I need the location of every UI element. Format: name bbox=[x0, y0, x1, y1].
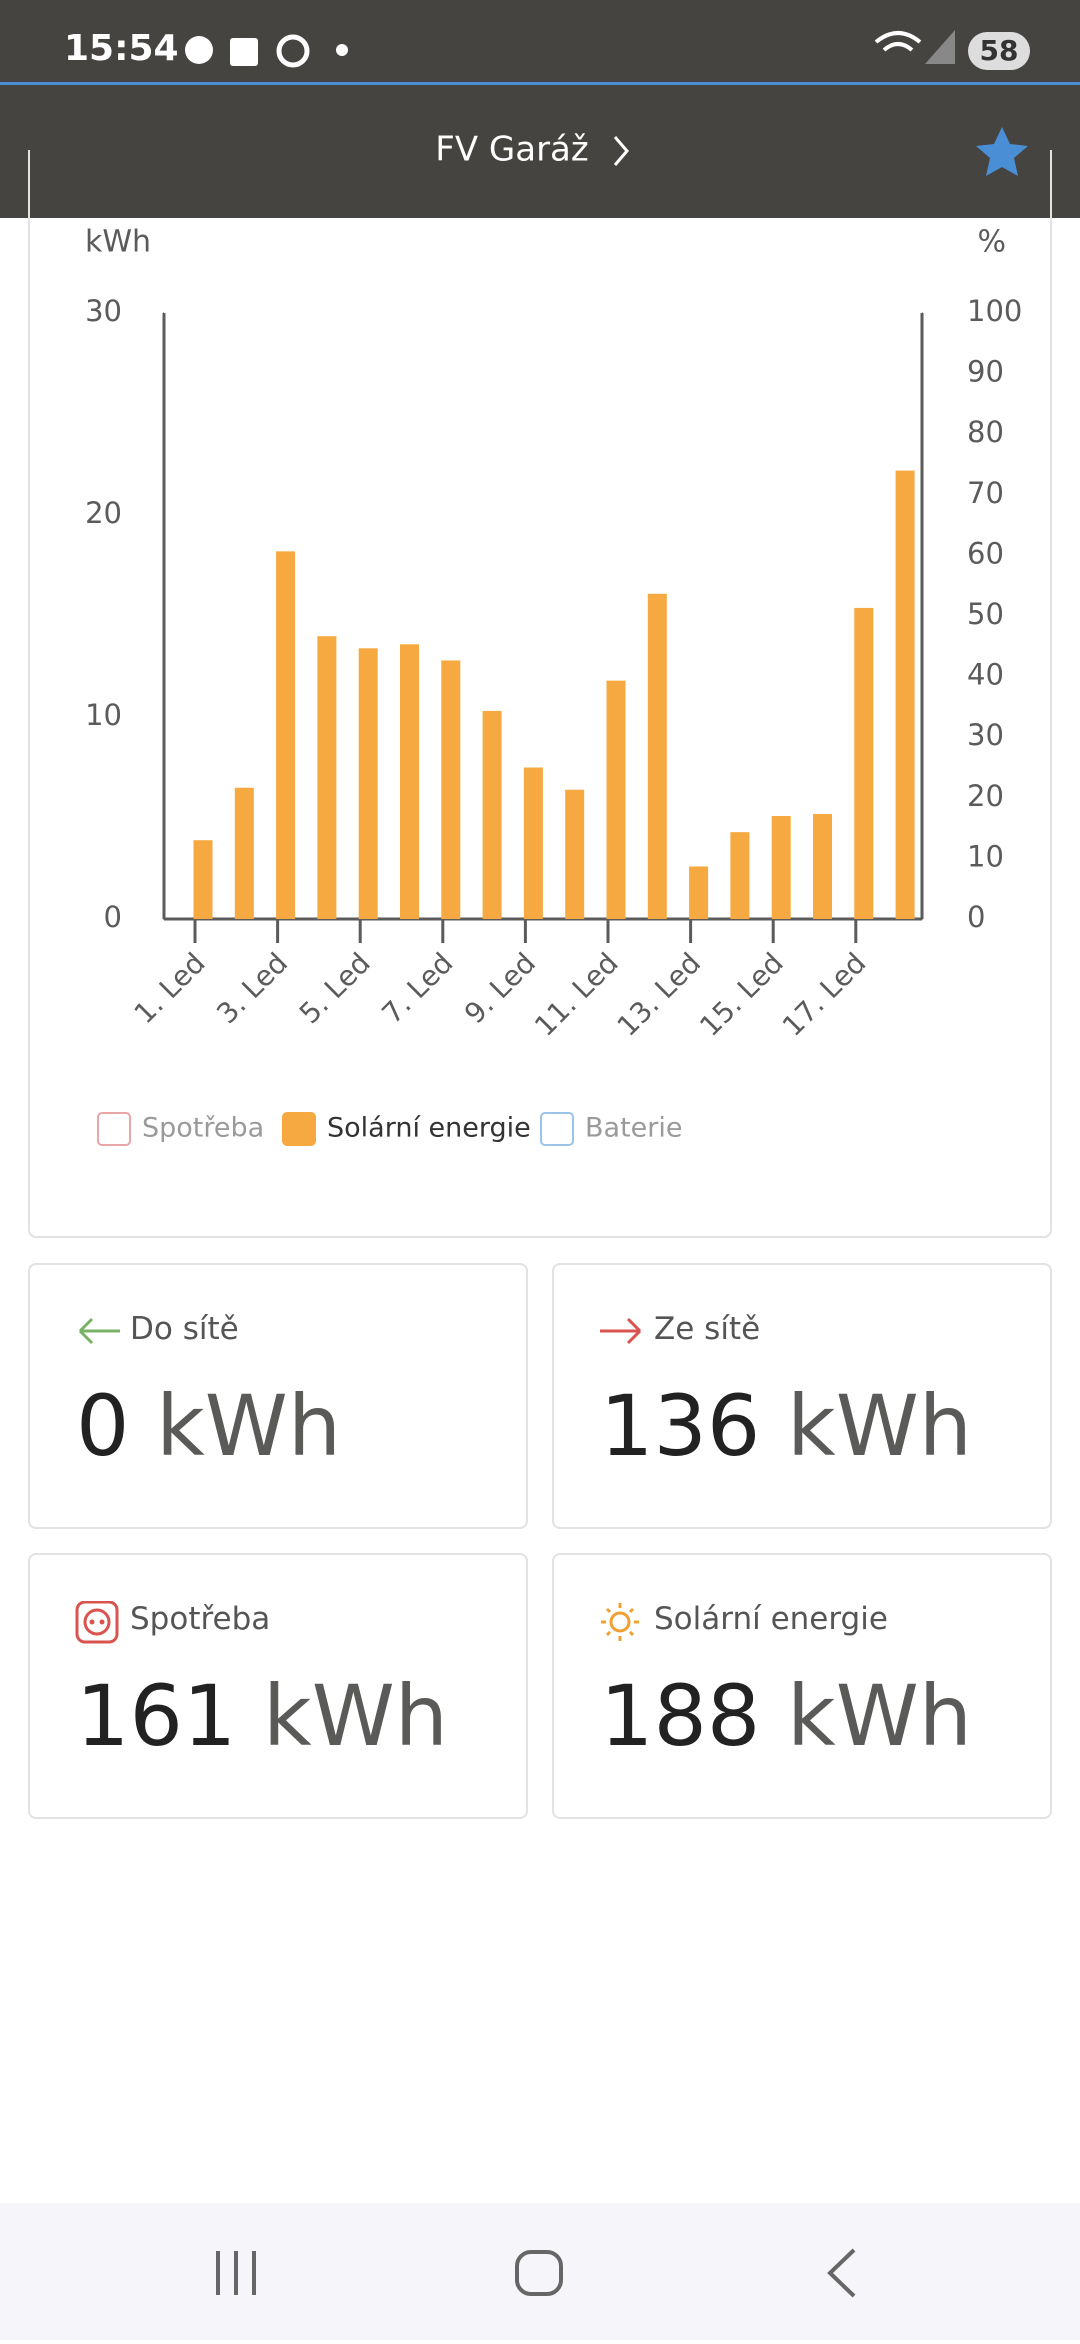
legend-label[interactable]: Solární energie bbox=[327, 1113, 531, 1144]
dot bbox=[336, 44, 348, 56]
card-value: 136 bbox=[600, 1377, 761, 1475]
favorite-star[interactable] bbox=[976, 127, 1028, 176]
app-icon bbox=[185, 36, 213, 64]
card-value: 188 bbox=[600, 1667, 761, 1765]
card-icon bbox=[601, 1603, 639, 1641]
legend-label[interactable]: Baterie bbox=[585, 1113, 682, 1144]
clock: 15:54 bbox=[64, 28, 179, 69]
summary-card: Ze sítě 136 kWh bbox=[552, 1263, 1052, 1529]
y2-tick-label: 20 bbox=[967, 779, 1004, 813]
legend-swatch[interactable] bbox=[540, 1112, 574, 1146]
card-value: 161 bbox=[76, 1667, 237, 1765]
status-icons: 15:54 58 bbox=[64, 28, 1030, 70]
app-bar-content: FV Garáž bbox=[435, 127, 1028, 176]
bar bbox=[813, 813, 832, 919]
x-tick-label: 11. Led bbox=[528, 946, 625, 1043]
card-unit: kWh bbox=[787, 1667, 972, 1765]
card-unit: kWh bbox=[156, 1377, 342, 1475]
chart-card bbox=[28, 150, 1052, 1238]
card-unit: kWh bbox=[263, 1667, 448, 1765]
bar bbox=[317, 636, 337, 919]
card-icon bbox=[75, 1601, 119, 1644]
y-tick-label: 30 bbox=[85, 294, 122, 328]
card-value-row: 161 kWh bbox=[76, 1667, 448, 1765]
bar bbox=[647, 593, 667, 919]
bar bbox=[400, 644, 419, 919]
card-label: Do sítě bbox=[130, 1311, 239, 1347]
bar bbox=[482, 710, 502, 919]
bar bbox=[895, 470, 915, 919]
y2-tick-label: 10 bbox=[967, 839, 1004, 873]
summary-card: Spotřeba 161 kWh bbox=[28, 1553, 528, 1819]
y2-tick-label: 50 bbox=[967, 597, 1004, 631]
y2-tick-label: 100 bbox=[967, 294, 1022, 328]
wifi bbox=[874, 31, 922, 52]
summary-card: Solární energie 188 kWh bbox=[552, 1553, 1052, 1819]
card-value: 0 bbox=[76, 1377, 130, 1475]
card-label: Spotřeba bbox=[130, 1601, 271, 1637]
app-bar: FV Garáž bbox=[0, 85, 1080, 218]
bar bbox=[358, 648, 378, 919]
card-value-row: 188 kWh bbox=[600, 1667, 972, 1765]
legend-swatch[interactable] bbox=[282, 1112, 316, 1146]
x-tick-label: 5. Led bbox=[293, 946, 377, 1030]
y-tick-label: 20 bbox=[85, 496, 122, 530]
app-icon bbox=[276, 34, 310, 68]
battery-level: 58 bbox=[980, 34, 1019, 67]
y2-tick-label: 30 bbox=[967, 718, 1004, 752]
card-icon bbox=[600, 1317, 642, 1345]
card-unit: kWh bbox=[787, 1377, 972, 1475]
legend-label[interactable]: Spotřeba bbox=[142, 1113, 264, 1144]
y2-tick-label: 80 bbox=[967, 415, 1004, 449]
card-icon bbox=[78, 1317, 120, 1345]
back-button[interactable] bbox=[827, 2248, 856, 2298]
bar bbox=[523, 767, 543, 919]
card-label: Solární energie bbox=[654, 1601, 888, 1637]
chevron[interactable] bbox=[613, 136, 629, 166]
app-icon bbox=[230, 38, 258, 66]
y2-tick-label: 0 bbox=[967, 900, 985, 934]
site-title[interactable]: FV Garáž bbox=[435, 130, 588, 170]
x-tick-label: 15. Led bbox=[693, 946, 790, 1043]
y2-tick-label: 90 bbox=[967, 355, 1004, 389]
status-bar: 15:54 58 bbox=[0, 0, 1080, 85]
x-tick-label: 13. Led bbox=[611, 946, 708, 1043]
summary-card: Do sítě 0 kWh bbox=[28, 1263, 528, 1529]
x-tick-label: 3. Led bbox=[210, 946, 294, 1030]
y2-tick-label: 70 bbox=[967, 476, 1004, 510]
y2-axis-title: % bbox=[977, 225, 1006, 260]
y2-tick-label: 40 bbox=[967, 658, 1004, 692]
bar bbox=[276, 551, 296, 919]
bar bbox=[193, 840, 213, 919]
card-label: Ze sítě bbox=[654, 1311, 761, 1347]
bar bbox=[854, 607, 874, 919]
battery bbox=[968, 32, 1030, 70]
y-tick-label: 10 bbox=[85, 698, 122, 732]
bar bbox=[606, 680, 626, 919]
bar bbox=[689, 866, 709, 919]
y-tick-label: 0 bbox=[104, 900, 122, 934]
chart: kWh % 0 10 20 30 0 10 20 30 40 50 60 70 80 90 100 1. Led3… bbox=[85, 225, 1022, 1146]
signal bbox=[925, 30, 955, 64]
bar bbox=[565, 789, 585, 919]
bar bbox=[234, 787, 254, 919]
home-button[interactable] bbox=[515, 2250, 563, 2296]
y2-tick-label: 60 bbox=[967, 536, 1004, 570]
recent-apps-button[interactable] bbox=[216, 2251, 256, 2295]
legend-swatch[interactable] bbox=[97, 1112, 131, 1146]
bar bbox=[730, 832, 750, 919]
x-tick-label: 17. Led bbox=[776, 946, 873, 1043]
bar bbox=[441, 660, 461, 919]
nav-bar bbox=[0, 2203, 1080, 2340]
y-axis-title: kWh bbox=[85, 225, 151, 260]
x-tick-label: 7. Led bbox=[375, 946, 459, 1030]
x-tick-label: 1. Led bbox=[128, 946, 212, 1030]
nav-buttons bbox=[216, 2248, 856, 2298]
card-value-row: 0 kWh bbox=[76, 1377, 341, 1475]
card-value-row: 136 kWh bbox=[600, 1377, 972, 1475]
bar bbox=[771, 815, 791, 919]
